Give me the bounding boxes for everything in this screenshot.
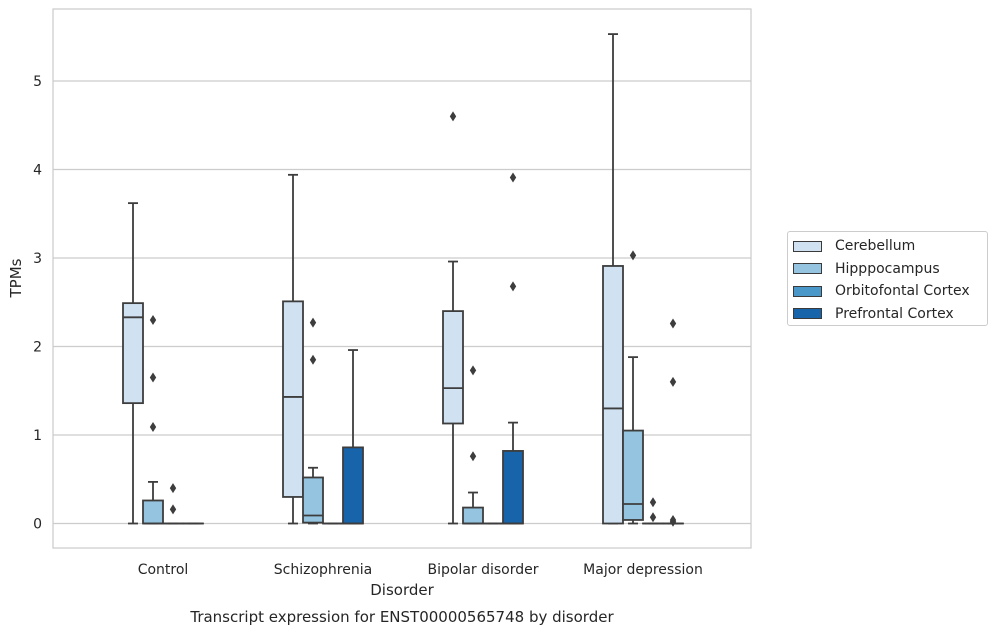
box-plot [622, 250, 644, 525]
legend-swatch [793, 308, 822, 320]
x-tick-label: Control [138, 562, 189, 578]
outlier-point [509, 281, 517, 292]
box [622, 429, 644, 521]
box [282, 300, 304, 498]
x-tick-labels: Control Schizophrenia Bipolar disorder Majo… [138, 562, 703, 578]
box [462, 506, 484, 525]
y-tick-label: 2 [33, 340, 42, 356]
y-tick-label: 4 [33, 163, 42, 179]
legend-label: Hipppocampus [835, 260, 940, 277]
box [602, 265, 624, 525]
y-tick-label: 1 [33, 428, 42, 444]
y-axis-label: TPMs [7, 258, 25, 298]
box-plot [642, 497, 664, 525]
x-tick-label: Bipolar disorder [427, 562, 538, 578]
legend-label: Prefrontal Cortex [835, 305, 954, 322]
legend-label: Cerebellum [835, 238, 916, 255]
y-tick-label: 0 [33, 517, 42, 533]
outlier-point [149, 314, 157, 325]
outlier-point [649, 512, 657, 523]
legend-swatch [793, 240, 822, 252]
box-plot [302, 317, 324, 525]
y-tick-labels: 0 1 2 3 4 5 [33, 74, 42, 533]
box [342, 446, 364, 525]
chart-title: Transcript expression for ENST0000056574… [189, 608, 614, 626]
box [502, 450, 524, 525]
box-plot [442, 111, 464, 525]
legend-swatch [793, 285, 822, 297]
outlier-point [469, 451, 477, 462]
outlier-point [649, 497, 657, 508]
outlier-point [169, 483, 177, 494]
box-plot [342, 349, 364, 525]
box-plot [282, 173, 304, 525]
box-plot [662, 318, 684, 527]
legend-swatch [793, 263, 822, 275]
legend: Cerebellum Hipppocampus Orbitofontal Corte… [787, 231, 988, 326]
legend-item: Cerebellum [793, 235, 987, 258]
x-tick-label: Major depression [583, 562, 703, 578]
box [442, 310, 464, 425]
outlier-point [169, 504, 177, 515]
x-tick-label: Schizophrenia [274, 562, 372, 578]
box [302, 476, 324, 524]
outlier-point [149, 422, 157, 433]
plot-area-frame [52, 8, 752, 549]
box [122, 302, 144, 405]
box [142, 499, 164, 525]
y-tick-label: 3 [33, 251, 42, 267]
outlier-point [669, 514, 677, 525]
box-plots [122, 33, 684, 527]
outlier-point [629, 250, 637, 261]
outlier-point [509, 172, 517, 183]
box-plot [462, 365, 484, 525]
outlier-point [669, 318, 677, 329]
x-axis-label: Disorder [370, 581, 434, 599]
legend-item: Hipppocampus [793, 258, 987, 281]
legend-label: Orbitofontal Cortex [835, 283, 970, 300]
outlier-point [449, 111, 457, 122]
legend-item: Orbitofontal Cortex [793, 280, 987, 303]
box-plot [142, 314, 164, 525]
outlier-point [669, 376, 677, 387]
box-plot [502, 172, 524, 525]
box-plot [602, 33, 624, 525]
outlier-point [149, 372, 157, 383]
box-plot [122, 202, 144, 525]
outlier-point [309, 317, 317, 328]
legend-item: Prefrontal Cortex [793, 303, 987, 326]
outlier-point [309, 354, 317, 365]
y-tick-label: 5 [33, 74, 42, 90]
outlier-point [469, 365, 477, 376]
